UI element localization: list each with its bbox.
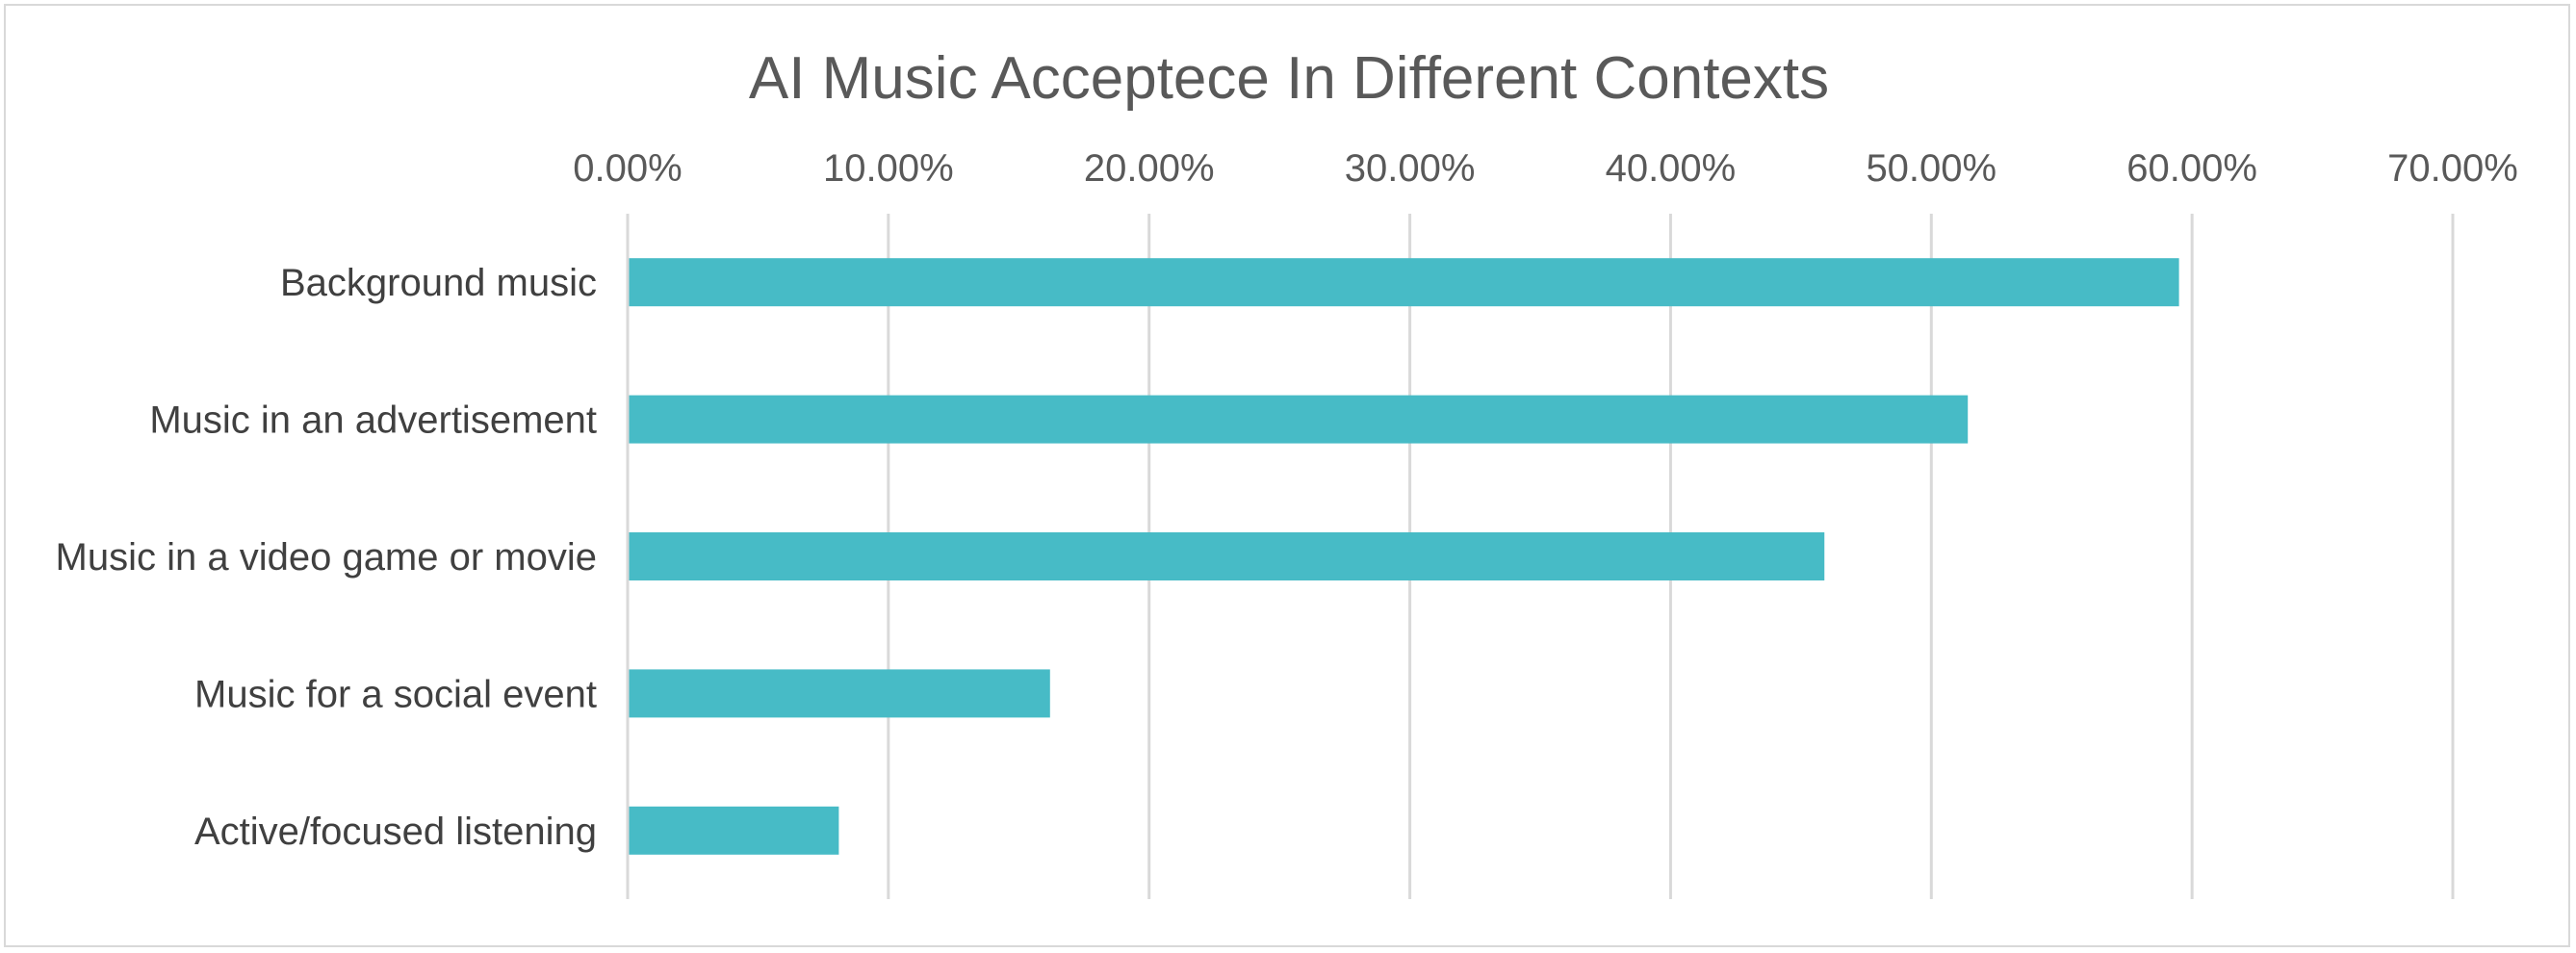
chart-frame: AI Music Acceptece In Different Contexts… xyxy=(4,4,2570,947)
category-labels: Background music Music in an advertisemen… xyxy=(56,262,597,853)
bar xyxy=(629,395,1969,444)
x-tick-label: 60.00% xyxy=(2126,147,2257,190)
x-tick-label: 0.00% xyxy=(573,147,682,190)
chart-title: AI Music Acceptece In Different Contexts xyxy=(749,45,1829,112)
category-label: Music in a video game or movie xyxy=(56,536,597,579)
x-tick-label: 40.00% xyxy=(1606,147,1737,190)
bar xyxy=(629,258,2179,307)
x-tick-label: 50.00% xyxy=(1866,147,1996,190)
x-tick-label: 30.00% xyxy=(1345,147,1476,190)
bar-chart: AI Music Acceptece In Different Contexts… xyxy=(56,45,2518,899)
x-axis-ticks: 0.00% 10.00% 20.00% 30.00% 40.00% 50.00% 60.00… xyxy=(573,147,2518,190)
category-label: Active/focused listening xyxy=(194,811,597,853)
bar xyxy=(629,669,1050,718)
x-tick-label: 70.00% xyxy=(2387,147,2518,190)
x-tick-label: 10.00% xyxy=(823,147,954,190)
bar xyxy=(629,806,839,855)
bars xyxy=(629,258,2179,855)
category-label: Background music xyxy=(280,262,597,304)
category-label: Music for a social event xyxy=(194,673,597,715)
x-tick-label: 20.00% xyxy=(1084,147,1215,190)
bar xyxy=(629,532,1825,580)
category-label: Music in an advertisement xyxy=(149,399,597,442)
